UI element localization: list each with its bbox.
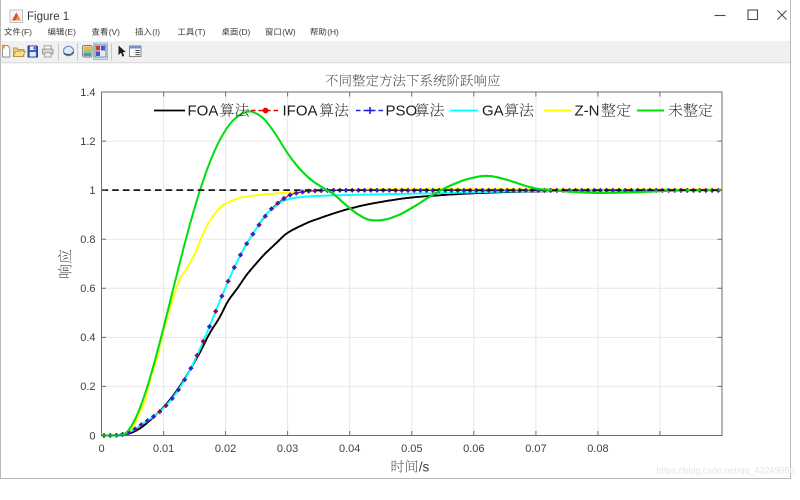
svg-text:GA: GA	[482, 103, 504, 120]
svg-text:(W): (W)	[282, 27, 296, 37]
svg-text:(H): (H)	[327, 27, 339, 37]
svg-text:0: 0	[89, 430, 95, 442]
svg-text:0.07: 0.07	[525, 443, 546, 455]
svg-text:(T): (T)	[195, 27, 206, 37]
svg-text:0.8: 0.8	[80, 234, 95, 246]
svg-text:0.06: 0.06	[463, 443, 484, 455]
svg-text:0.6: 0.6	[80, 283, 95, 295]
svg-text:0.2: 0.2	[80, 381, 95, 393]
svg-text:0.03: 0.03	[277, 443, 298, 455]
svg-text:(I): (I)	[152, 27, 160, 37]
svg-text:0.02: 0.02	[215, 443, 236, 455]
svg-text:0.08: 0.08	[587, 443, 608, 455]
svg-text:PSO: PSO	[386, 103, 418, 120]
svg-text:(E): (E)	[65, 27, 76, 37]
svg-text:/s: /s	[419, 460, 430, 475]
svg-text:(F): (F)	[21, 27, 32, 37]
svg-text:IFOA: IFOA	[283, 103, 318, 120]
svg-text:1.4: 1.4	[80, 87, 95, 99]
svg-text:1.2: 1.2	[80, 136, 95, 148]
svg-text:1: 1	[89, 185, 95, 197]
svg-text:FOA: FOA	[188, 103, 219, 120]
svg-text:0: 0	[98, 443, 104, 455]
svg-text:Figure 1: Figure 1	[27, 11, 69, 23]
svg-text:0.4: 0.4	[80, 332, 95, 344]
svg-text:(V): (V)	[109, 27, 120, 37]
svg-text:Z-N: Z-N	[575, 103, 600, 120]
svg-text:https://blog.csdn.net/qq_42249: https://blog.csdn.net/qq_42249050	[656, 466, 794, 476]
svg-text:0.05: 0.05	[401, 443, 422, 455]
svg-text:0.04: 0.04	[339, 443, 360, 455]
svg-text:0.01: 0.01	[153, 443, 174, 455]
svg-text:(D): (D)	[239, 27, 251, 37]
